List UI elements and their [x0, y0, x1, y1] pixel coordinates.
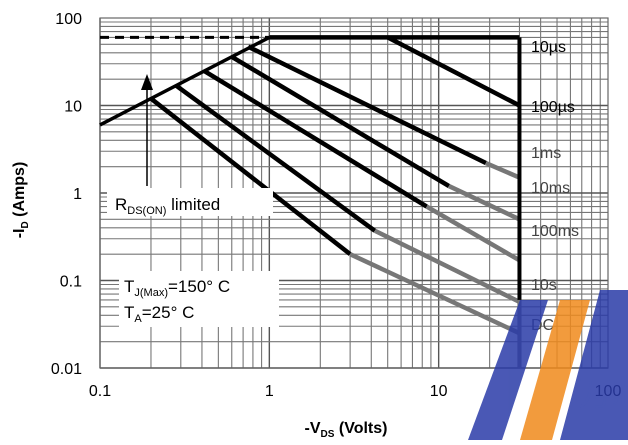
- tj-label: TJ(Max)=150° C: [124, 277, 230, 299]
- x-tick-label: 10: [430, 383, 448, 400]
- x-axis-title: -VDS (Volts): [305, 420, 388, 440]
- rds-arrow-head: [141, 74, 153, 90]
- series-line-dc: [149, 96, 352, 256]
- y-tick-label: 0.01: [51, 361, 82, 378]
- y-tick-label: 10: [64, 99, 82, 116]
- y-axis-title: -ID (Amps): [11, 162, 31, 239]
- watermark-text: 万芯: [578, 375, 628, 413]
- grid: [99, 17, 609, 369]
- series-line-1ms: [247, 44, 487, 166]
- series-line-10s: [373, 228, 521, 304]
- series-line-dc: [349, 252, 521, 336]
- series-label: 1ms: [531, 145, 561, 162]
- rds-label-box: [107, 188, 273, 216]
- x-tick-label: 1: [265, 383, 274, 400]
- plot-frame: [99, 17, 609, 369]
- series-line-10s: [174, 83, 377, 233]
- watermark-logo: 万芯: [468, 290, 628, 440]
- ta-label: TA=25° C: [124, 303, 194, 325]
- series-label: 100µs: [531, 99, 575, 116]
- series-label: 100ms: [531, 223, 579, 240]
- series-line-10ms: [447, 184, 521, 222]
- temp-label-box: [119, 271, 279, 327]
- series-label: 10µs: [531, 39, 566, 56]
- series-label: 10ms: [531, 180, 570, 197]
- series-line-100s: [386, 35, 521, 108]
- rds-annotation: RDS(ON) limited: [107, 74, 273, 217]
- limit-lines: [99, 35, 271, 127]
- temperature-annotation: TJ(Max)=150° C TA=25° C: [119, 271, 279, 327]
- y-tick-label: 1: [73, 186, 82, 203]
- series-line-10ms: [230, 54, 451, 189]
- rds-limit-line: [99, 35, 271, 127]
- series-line-100ms: [202, 68, 428, 209]
- y-tick-label: 100: [55, 11, 82, 28]
- y-tick-label: 0.1: [60, 274, 82, 291]
- series-line-100ms: [425, 204, 521, 263]
- x-tick-label: 0.1: [89, 383, 111, 400]
- series-line-1ms: [484, 160, 521, 180]
- series-layer: [149, 35, 522, 368]
- rds-label: RDS(ON) limited: [115, 195, 220, 217]
- series-label: 10s: [531, 277, 557, 294]
